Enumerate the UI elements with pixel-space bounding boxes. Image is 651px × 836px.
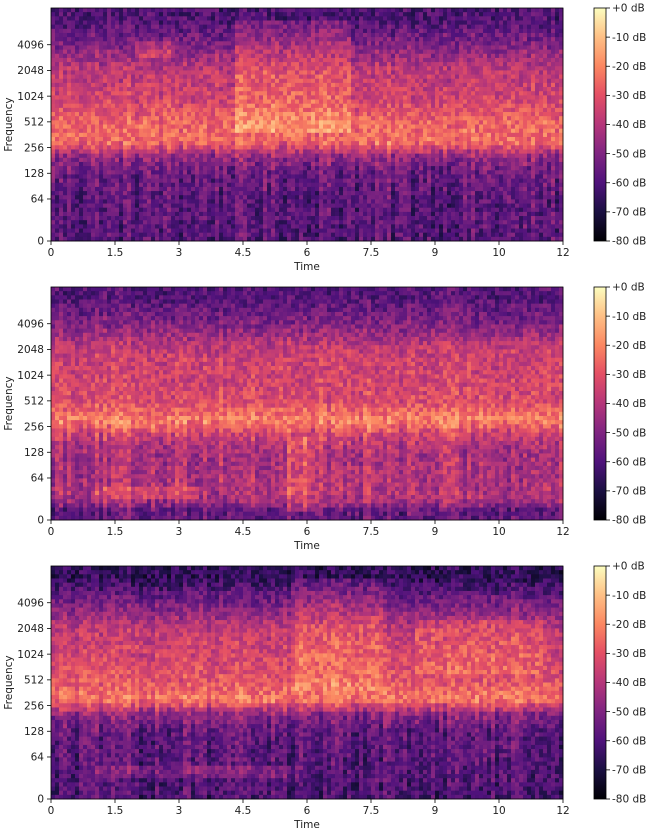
x-tick-label: 6 <box>304 247 311 259</box>
y-axis-label: Frequency <box>3 655 15 709</box>
x-tick-label: 10 <box>492 805 505 817</box>
y-tick-label: 4096 <box>17 39 44 51</box>
colorbar-tick-label: -80 dB <box>612 515 646 527</box>
x-tick-label: 3 <box>176 247 183 259</box>
colorbar-tick-label: -50 dB <box>612 427 646 439</box>
y-tick-label: 256 <box>24 421 44 433</box>
spectrogram-heatmap <box>51 287 563 520</box>
colorbar-tick-label: -50 dB <box>612 148 646 160</box>
colorbar-tick-label: -10 dB <box>612 590 646 602</box>
x-tick-label: 1.5 <box>107 805 124 817</box>
colorbar-tick-label: -80 dB <box>612 236 646 248</box>
colorbar-tick-label: -50 dB <box>612 706 646 718</box>
spectrogram-chart-1: 0 1.5 3 4.5 6 7.5 9 10 12 Time 0 64 128 256 512 1024 204… <box>0 0 651 278</box>
colorbar-tick-label: -20 dB <box>612 619 646 631</box>
y-tick-label: 4096 <box>17 318 44 330</box>
x-tick-label: 1.5 <box>107 526 124 538</box>
x-tick-label: 0 <box>48 805 55 817</box>
x-tick-label: 6 <box>304 526 311 538</box>
colorbar-tick-label: -60 dB <box>612 456 646 468</box>
x-tick-label: 7.5 <box>363 805 380 817</box>
colorbar-tick-label: -20 dB <box>612 61 646 73</box>
colorbar-tick-label: -70 dB <box>612 765 646 777</box>
y-tick-label: 2048 <box>17 623 44 635</box>
y-tick-label: 512 <box>24 675 44 687</box>
colorbar-tick-label: -30 dB <box>612 90 646 102</box>
y-tick-label: 2048 <box>17 344 44 356</box>
y-tick-label: 128 <box>24 447 44 459</box>
x-tick-label: 0 <box>48 526 55 538</box>
x-tick-label: 0 <box>48 247 55 259</box>
y-tick-label: 0 <box>37 236 44 248</box>
x-axis-label: Time <box>293 540 320 552</box>
x-tick-label: 1.5 <box>107 247 124 259</box>
y-tick-label: 2048 <box>17 65 44 77</box>
y-axis-label: Frequency <box>3 376 15 430</box>
y-tick-label: 1024 <box>17 370 44 382</box>
spectrogram-chart-2: 0 1.5 3 4.5 6 7.5 9 10 12 Time 0 64 128 256 512 1024 204… <box>0 279 651 557</box>
y-tick-label: 128 <box>24 168 44 180</box>
colorbar-tick-label: -70 dB <box>612 207 646 219</box>
colorbar-tick-label: -40 dB <box>612 677 646 689</box>
colorbar-tick-label: -60 dB <box>612 177 646 189</box>
colorbar-tick-label: -70 dB <box>612 486 646 498</box>
x-tick-label: 10 <box>492 247 505 259</box>
colorbar-tick-label: -10 dB <box>612 311 646 323</box>
x-tick-label: 3 <box>176 805 183 817</box>
x-tick-label: 12 <box>556 247 569 259</box>
x-tick-label: 6 <box>304 805 311 817</box>
colorbar-tick-label: -20 dB <box>612 340 646 352</box>
x-tick-label: 9 <box>432 805 439 817</box>
y-tick-label: 1024 <box>17 91 44 103</box>
y-tick-label: 0 <box>37 515 44 527</box>
x-tick-label: 3 <box>176 526 183 538</box>
x-tick-label: 4.5 <box>235 805 252 817</box>
x-tick-label: 12 <box>556 805 569 817</box>
spectrogram-panel-1: 0 1.5 3 4.5 6 7.5 9 10 12 Time 0 64 128 256 512 1024 204… <box>0 0 651 278</box>
colorbar-tick-label: -40 dB <box>612 398 646 410</box>
x-tick-label: 9 <box>432 247 439 259</box>
y-axis-label: Frequency <box>3 97 15 151</box>
y-tick-label: 64 <box>31 752 45 764</box>
x-axis-label: Time <box>293 261 320 273</box>
y-tick-label: 1024 <box>17 649 44 661</box>
colorbar <box>594 8 606 241</box>
spectrogram-heatmap <box>51 8 563 241</box>
spectrogram-panel-2: 0 1.5 3 4.5 6 7.5 9 10 12 Time 0 64 128 256 512 1024 204… <box>0 279 651 557</box>
y-tick-label: 128 <box>24 726 44 738</box>
colorbar-tick-label: -80 dB <box>612 794 646 806</box>
spectrogram-chart-3: 0 1.5 3 4.5 6 7.5 9 10 12 Time 0 64 128 256 512 1024 204… <box>0 558 651 836</box>
colorbar <box>594 287 606 520</box>
y-tick-label: 64 <box>31 473 45 485</box>
spectrogram-heatmap <box>51 566 563 799</box>
y-tick-label: 512 <box>24 396 44 408</box>
y-tick-label: 0 <box>37 794 44 806</box>
colorbar-tick-label: -60 dB <box>612 735 646 747</box>
x-tick-label: 7.5 <box>363 526 380 538</box>
x-tick-label: 4.5 <box>235 247 252 259</box>
colorbar-tick-label: -30 dB <box>612 369 646 381</box>
y-tick-label: 256 <box>24 700 44 712</box>
x-tick-label: 10 <box>492 526 505 538</box>
x-tick-label: 4.5 <box>235 526 252 538</box>
x-tick-label: 12 <box>556 526 569 538</box>
y-tick-label: 4096 <box>17 597 44 609</box>
colorbar-tick-label: +0 dB <box>612 3 645 15</box>
y-tick-label: 256 <box>24 142 44 154</box>
x-axis-label: Time <box>293 819 320 831</box>
spectrogram-panel-3: 0 1.5 3 4.5 6 7.5 9 10 12 Time 0 64 128 256 512 1024 204… <box>0 558 651 836</box>
colorbar <box>594 566 606 799</box>
colorbar-tick-label: -10 dB <box>612 32 646 44</box>
colorbar-tick-label: +0 dB <box>612 561 645 573</box>
colorbar-tick-label: -30 dB <box>612 648 646 660</box>
x-tick-label: 9 <box>432 526 439 538</box>
y-tick-label: 512 <box>24 117 44 129</box>
y-tick-label: 64 <box>31 194 45 206</box>
colorbar-tick-label: +0 dB <box>612 282 645 294</box>
colorbar-tick-label: -40 dB <box>612 119 646 131</box>
x-tick-label: 7.5 <box>363 247 380 259</box>
